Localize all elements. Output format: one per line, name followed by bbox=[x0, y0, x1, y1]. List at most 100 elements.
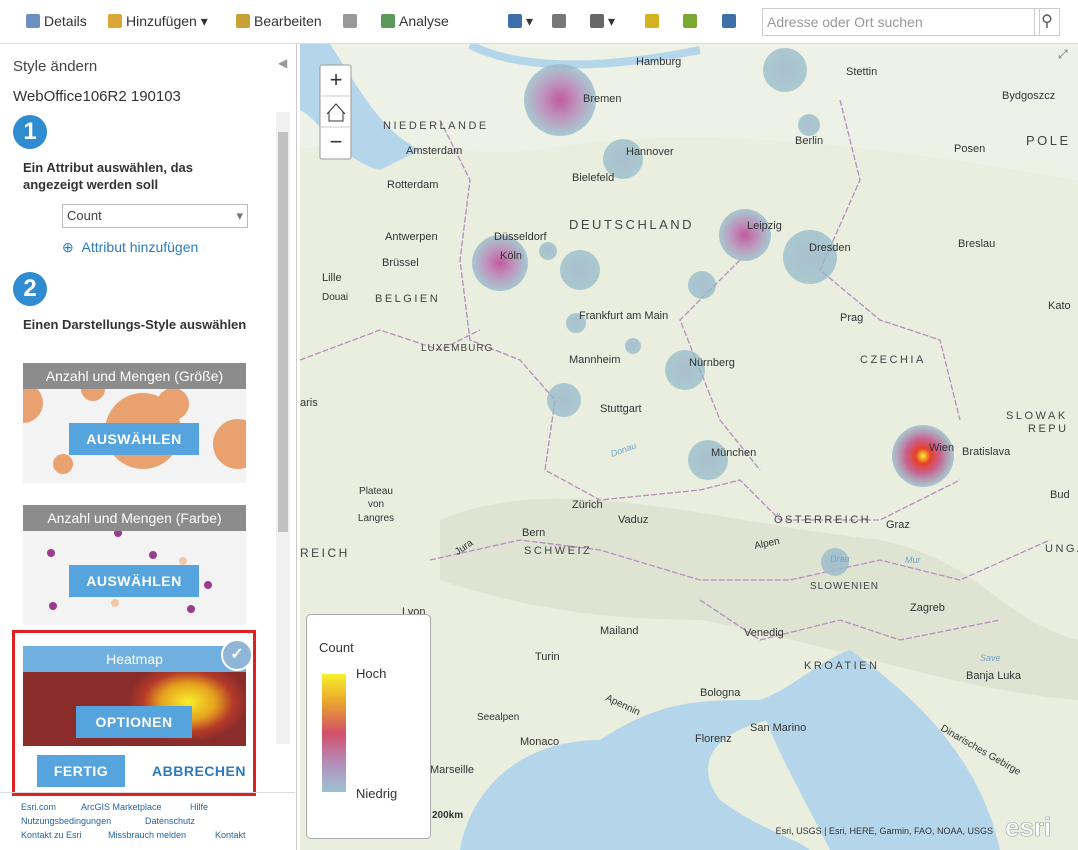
map-label: Hamburg bbox=[636, 56, 681, 68]
style-card[interactable]: Anzahl und Mengen (Farbe) AUSWÄHLEN bbox=[23, 505, 246, 625]
map[interactable]: Hamburg Stettin Bremen Bydgoszcz NIEDERL… bbox=[300, 44, 1078, 850]
map-label: Bud bbox=[1050, 489, 1070, 501]
measure-button[interactable] bbox=[683, 13, 701, 29]
print-button[interactable]: ▾ bbox=[590, 13, 615, 30]
map-label: Hannover bbox=[626, 146, 674, 158]
cancel-button[interactable]: ABBRECHEN bbox=[152, 763, 246, 779]
step-label: Einen Darstellungs-Style auswählen bbox=[23, 317, 247, 332]
grid-button[interactable] bbox=[343, 13, 361, 29]
step-number: 2 bbox=[13, 272, 47, 306]
map-label: Düsseldorf bbox=[494, 231, 548, 243]
search-button[interactable]: ⚲ bbox=[1034, 8, 1060, 36]
map-label: Brüssel bbox=[382, 257, 419, 269]
map-label: Rotterdam bbox=[387, 179, 438, 191]
footer-link[interactable]: ArcGIS Marketplace bbox=[81, 802, 162, 812]
zoom-out[interactable]: − bbox=[330, 129, 343, 154]
zoom-in[interactable]: + bbox=[330, 67, 343, 92]
zoom-controls: + − bbox=[319, 64, 352, 160]
map-label: Bern bbox=[522, 527, 545, 539]
map-label: Monaco bbox=[520, 736, 559, 748]
map-label: Save bbox=[980, 653, 1001, 663]
map-label: Stettin bbox=[846, 66, 877, 78]
footer-link[interactable]: Nutzungsbedingungen bbox=[21, 816, 112, 826]
footer-link[interactable]: Datenschutz bbox=[145, 816, 196, 826]
map-label: Banja Luka bbox=[966, 670, 1022, 682]
expand-button[interactable]: ⤢ bbox=[1057, 47, 1068, 61]
map-label: KROATIEN bbox=[804, 660, 879, 672]
label: Hinzufügen bbox=[126, 13, 197, 29]
attribution: Esri, USGS | Esri, HERE, Garmin, FAO, NO… bbox=[776, 826, 993, 836]
map-label: Kato bbox=[1048, 300, 1071, 312]
footer-link[interactable]: Kontakt zu Esri bbox=[21, 830, 82, 840]
attribute-select[interactable]: Count ▾ bbox=[62, 204, 248, 228]
legend-low: Niedrig bbox=[356, 786, 397, 801]
analysis-button[interactable]: Analyse bbox=[381, 13, 449, 29]
scrollbar[interactable] bbox=[276, 112, 290, 744]
details-button[interactable]: Details bbox=[26, 13, 87, 29]
footer-link[interactable]: Kontakt bbox=[215, 830, 246, 840]
done-button[interactable]: FERTIG bbox=[37, 755, 125, 787]
map-label: Plateau bbox=[359, 486, 393, 497]
map-label: Bielefeld bbox=[572, 172, 614, 184]
options-button[interactable]: OPTIONEN bbox=[76, 706, 192, 738]
map-label: Lille bbox=[322, 272, 342, 284]
map-label: Douai bbox=[322, 292, 348, 303]
map-label: Langres bbox=[358, 513, 394, 524]
legend-title: Count bbox=[319, 640, 354, 655]
save-button[interactable]: ▾ bbox=[508, 13, 533, 30]
add-button[interactable]: Hinzufügen ▾ bbox=[108, 13, 208, 30]
label: Bearbeiten bbox=[254, 13, 322, 29]
map-label: Breslau bbox=[958, 238, 995, 250]
map-label: REICH bbox=[300, 546, 350, 560]
add-attribute-link[interactable]: ⊕ Attribut hinzufügen bbox=[62, 239, 199, 255]
map-label: Dresden bbox=[809, 242, 851, 254]
select-button[interactable]: AUSWÄHLEN bbox=[69, 423, 199, 455]
map-label: LUXEMBURG bbox=[421, 343, 493, 354]
select-button[interactable]: AUSWÄHLEN bbox=[69, 565, 199, 597]
footer-link[interactable]: Hilfe bbox=[190, 802, 209, 812]
style-card[interactable]: Heatmap OPTIONEN bbox=[23, 646, 246, 746]
map-label: Mannheim bbox=[569, 354, 620, 366]
footer-link[interactable]: Esri.com bbox=[21, 802, 57, 812]
map-label: POLE bbox=[1026, 133, 1071, 148]
label: Analyse bbox=[399, 13, 449, 29]
style-card[interactable]: Anzahl und Mengen (Größe) AUSWÄHLEN bbox=[23, 363, 246, 483]
map-label: Bydgoszcz bbox=[1002, 90, 1055, 102]
map-label: Frankfurt am Main bbox=[579, 310, 668, 322]
card-title: Anzahl und Mengen (Größe) bbox=[23, 363, 246, 389]
footer-link[interactable]: Missbrauch melden bbox=[108, 830, 187, 840]
map-label: Wien bbox=[929, 442, 954, 454]
bookmark-button[interactable] bbox=[722, 13, 740, 29]
map-label: Seealpen bbox=[477, 712, 519, 723]
map-label: Nürnberg bbox=[689, 357, 735, 369]
card-title: Anzahl und Mengen (Farbe) bbox=[23, 505, 246, 531]
edit-button[interactable]: Bearbeiten bbox=[236, 13, 322, 29]
step-number: 1 bbox=[13, 115, 47, 149]
map-label: Köln bbox=[500, 250, 522, 262]
search-input[interactable]: Adresse oder Ort suchen bbox=[762, 8, 1040, 36]
map-label: Graz bbox=[886, 519, 910, 531]
scale-bar: 200km bbox=[432, 810, 463, 821]
map-labels: Hamburg Stettin Bremen Bydgoszcz NIEDERL… bbox=[300, 56, 1078, 778]
link-button[interactable] bbox=[552, 13, 570, 29]
layer-name: WebOffice106R2 190103 bbox=[13, 88, 181, 105]
map-label: Mailand bbox=[600, 625, 639, 637]
label: Count bbox=[67, 208, 102, 223]
map-label: Stuttgart bbox=[600, 403, 642, 415]
home-button[interactable] bbox=[326, 103, 346, 122]
map-label: SCHWEIZ bbox=[524, 545, 592, 557]
map-label: Turin bbox=[535, 651, 560, 663]
map-label: Venedig bbox=[744, 627, 784, 639]
map-label: SLOWAK bbox=[1006, 410, 1068, 422]
map-label: NIEDERLANDE bbox=[383, 120, 489, 132]
esri-logo: esri bbox=[1005, 812, 1051, 842]
map-label: SLOWENIEN bbox=[810, 581, 879, 592]
map-label: Marseille bbox=[430, 764, 474, 776]
directions-button[interactable] bbox=[645, 13, 663, 29]
collapse-button[interactable]: ◀ bbox=[278, 56, 288, 70]
selection-highlight bbox=[12, 630, 256, 796]
map-label: Florenz bbox=[695, 733, 732, 745]
map-label: Vaduz bbox=[618, 514, 648, 526]
map-label: BELGIEN bbox=[375, 293, 440, 305]
